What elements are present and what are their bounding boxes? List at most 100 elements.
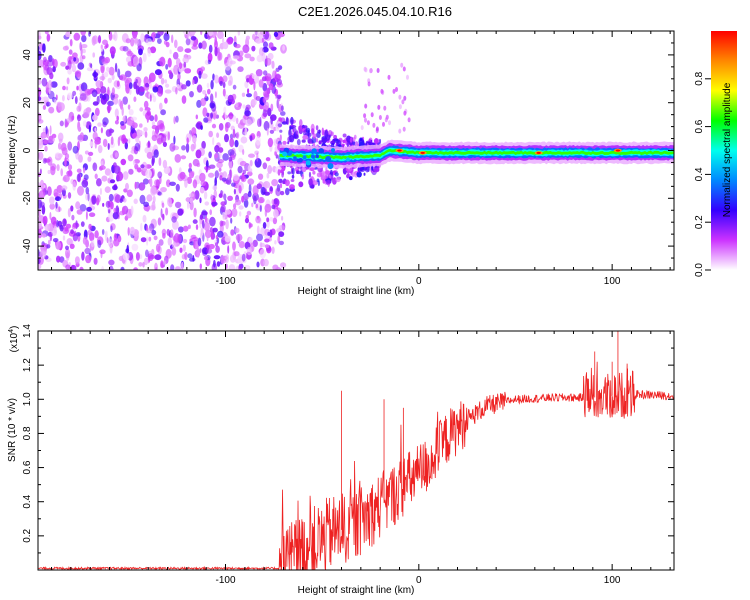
heatmap-noise-blob	[70, 264, 77, 270]
heatmap-noise-blob	[77, 62, 85, 70]
heatmap-noise-blob	[264, 191, 270, 196]
heatmap-noise-blob	[104, 168, 111, 176]
heatmap-noise-blob	[189, 197, 193, 204]
heatmap-noise-blob	[142, 214, 147, 223]
heatmap-noise-blob	[136, 63, 142, 72]
heatmap-noise-blob	[237, 122, 245, 129]
heatmap-plume-blob	[376, 68, 380, 73]
heatmap-noise-blob	[214, 170, 219, 179]
heatmap-plume-blob	[372, 122, 376, 128]
heatmap-noise-blob	[187, 32, 190, 39]
heatmap-noise-blob	[258, 79, 264, 88]
heatmap-noise-blob	[70, 205, 74, 212]
heatmap-noise-blob	[114, 108, 119, 118]
heatmap-noise-blob	[261, 37, 265, 43]
heatmap-bright-blob	[293, 156, 297, 160]
heatmap-noise-blob	[121, 134, 127, 145]
heatmap-transition-blob	[284, 179, 290, 187]
heatmap-noise-blob	[186, 176, 192, 184]
heatmap-y-label: Frequency (Hz)	[7, 116, 18, 185]
heatmap-noise-blob	[72, 90, 77, 96]
heatmap-noise-blob	[247, 164, 252, 172]
heatmap-noise-blob	[100, 44, 103, 49]
heatmap-noise-blob	[122, 115, 127, 123]
heatmap-noise-blob	[227, 149, 235, 157]
heatmap-noise-blob	[204, 93, 207, 99]
heatmap-noise-blob	[62, 218, 67, 227]
heatmap-noise-blob	[231, 208, 238, 218]
heatmap-noise-blob	[100, 65, 105, 74]
heatmap-transition-blob	[291, 174, 295, 179]
heatmap-noise-blob	[146, 114, 149, 124]
heatmap-noise-blob	[200, 31, 203, 36]
heatmap-noise-blob	[94, 173, 98, 180]
heatmap-noise-blob	[49, 232, 53, 242]
heatmap-noise-blob	[175, 183, 180, 192]
heatmap-noise-blob	[92, 114, 98, 121]
heatmap-noise-blob	[251, 45, 256, 52]
heatmap-noise-blob	[143, 201, 150, 207]
heatmap-noise-blob	[113, 96, 119, 105]
heatmap-transition-blob	[349, 176, 353, 181]
heatmap-noise-blob	[214, 145, 220, 153]
heatmap-noise-blob	[130, 205, 134, 216]
snr-y-tick-label: 0.4	[22, 494, 33, 508]
heatmap-noise-blob	[153, 149, 159, 158]
heatmap-noise-blob	[212, 73, 215, 81]
heatmap-noise-blob	[56, 255, 61, 263]
heatmap-noise-blob	[232, 84, 237, 90]
heatmap-noise-blob	[94, 127, 97, 132]
heatmap-noise-blob	[267, 52, 274, 60]
heatmap-noise-blob	[222, 153, 229, 161]
heatmap-noise-blob	[159, 102, 163, 111]
heatmap-noise-blob	[42, 43, 46, 53]
heatmap-noise-blob	[49, 203, 55, 210]
heatmap-noise-blob	[93, 70, 97, 79]
heatmap-noise-blob	[195, 122, 202, 129]
heatmap-noise-blob	[165, 83, 170, 88]
heatmap-noise-blob	[153, 235, 158, 241]
heatmap-noise-blob	[258, 47, 264, 57]
heatmap-noise-blob	[62, 227, 70, 235]
heatmap-noise-blob	[56, 185, 63, 194]
heatmap-panel: -100 0 100 -40 -20 0 20 40 Height of straight …	[7, 30, 675, 297]
heatmap-noise-blob	[228, 112, 234, 120]
heatmap-noise-blob	[255, 69, 263, 77]
heatmap-noise-blob	[255, 136, 261, 146]
heatmap-noise-blob	[280, 111, 286, 116]
heatmap-noise-blob	[228, 264, 236, 270]
heatmap-noise-blob	[225, 177, 232, 185]
heatmap-noise-blob	[191, 45, 198, 50]
heatmap-noise-blob	[167, 57, 172, 68]
heatmap-noise-blob	[62, 95, 65, 102]
heatmap-transition-blob	[301, 139, 306, 143]
heatmap-noise-blob	[91, 195, 97, 205]
heatmap-noise-blob	[194, 190, 200, 200]
heatmap-noise-blob	[245, 35, 250, 41]
heatmap-transition-blob	[285, 187, 290, 196]
heatmap-noise-blob	[270, 103, 274, 112]
heatmap-noise-blob	[135, 85, 140, 95]
heatmap-noise-blob	[210, 230, 213, 240]
heatmap-noise-blob	[232, 173, 240, 182]
heatmap-noise-blob	[137, 132, 142, 137]
heatmap-noise-blob	[143, 100, 149, 109]
heatmap-plume-blob	[385, 114, 389, 120]
heatmap-noise-blob	[67, 92, 73, 100]
heatmap-transition-blob	[351, 171, 355, 178]
heatmap-noise-blob	[235, 131, 240, 139]
heatmap-noise-blob	[238, 265, 243, 270]
heatmap-noise-blob	[244, 53, 252, 59]
heatmap-plume-blob	[398, 94, 402, 100]
heatmap-noise-blob	[266, 172, 270, 179]
heatmap-noise-blob	[184, 48, 192, 53]
heatmap-noise-blob	[103, 71, 109, 78]
heatmap-noise-blob	[125, 38, 131, 44]
snr-y-tick-label: 1.0	[22, 392, 33, 406]
heatmap-noise-blob	[263, 181, 271, 189]
heatmap-transition-blob	[302, 125, 308, 129]
heatmap-transition-blob	[298, 181, 304, 188]
snr-y-ticks: 0.2 0.4 0.6 0.8 1.0 1.2 1.4	[22, 324, 674, 554]
heatmap-noise-blob	[127, 227, 130, 236]
heatmap-noise-blob	[89, 141, 94, 147]
